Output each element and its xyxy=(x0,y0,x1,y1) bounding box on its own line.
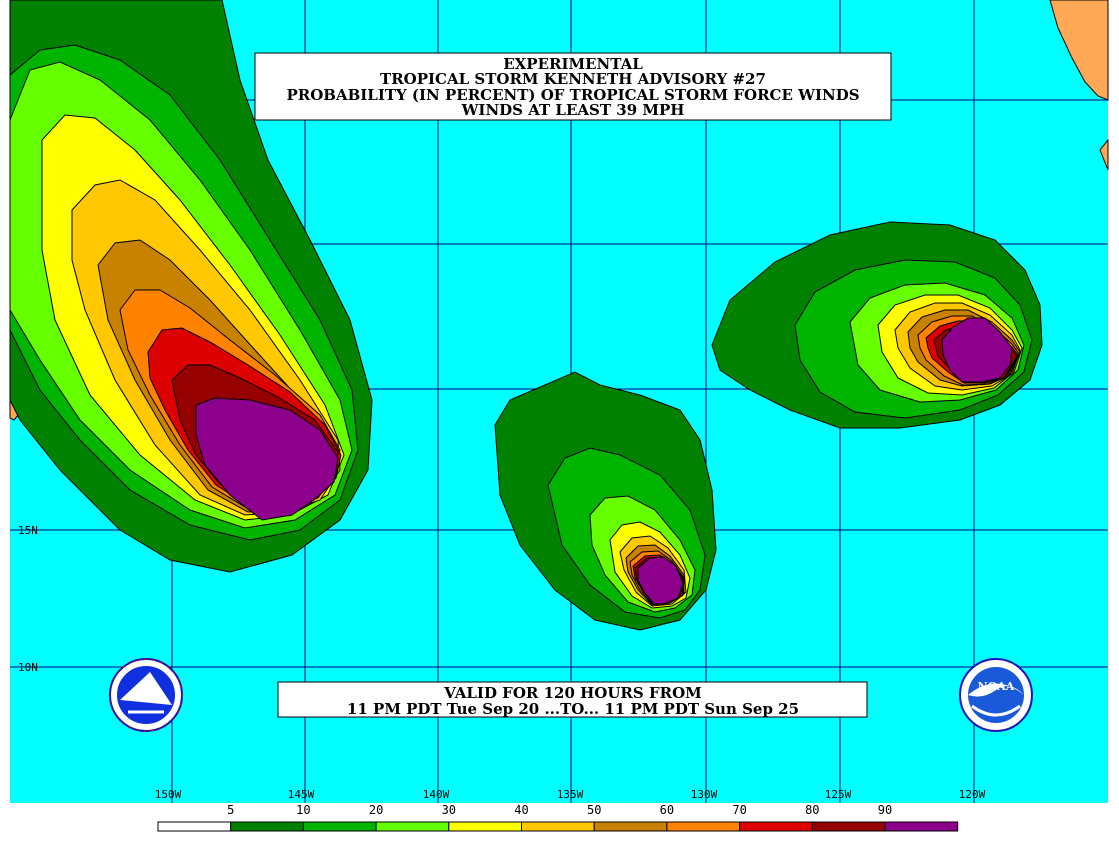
longitude-labels: 150W 145W 140W 135W 130W 125W 120W xyxy=(155,788,986,801)
title-box: EXPERIMENTAL TROPICAL STORM KENNETH ADVI… xyxy=(254,52,892,121)
svg-text:NOAA: NOAA xyxy=(978,680,1015,693)
valid-time-box: VALID FOR 120 HOURS FROM 11 PM PDT Tue S… xyxy=(277,681,868,718)
legend-label: 80 xyxy=(805,803,819,817)
valid-line-1: VALID FOR 120 HOURS FROM xyxy=(443,684,701,702)
lon-label-125w: 125W xyxy=(825,788,852,801)
lat-label-10n: 10N xyxy=(18,661,38,674)
lon-label-140w: 140W xyxy=(423,788,450,801)
legend-label: 70 xyxy=(732,803,746,817)
legend-swatch xyxy=(230,821,304,832)
lon-label-145w: 145W xyxy=(288,788,315,801)
legend-swatch xyxy=(448,821,522,832)
noaa-logo-icon: NOAA xyxy=(959,658,1033,732)
nws-seal-icon xyxy=(109,658,183,732)
legend-swatch xyxy=(666,821,741,832)
title-line-2: TROPICAL STORM KENNETH ADVISORY #27 xyxy=(380,70,766,88)
legend-label: 90 xyxy=(878,803,892,817)
legend-swatch xyxy=(157,821,232,832)
legend-swatch xyxy=(884,821,959,832)
legend-swatch xyxy=(521,821,595,832)
legend-swatch xyxy=(375,821,450,832)
legend-label: 60 xyxy=(660,803,674,817)
middle-swath xyxy=(494,371,717,631)
lon-label-150w: 150W xyxy=(155,788,182,801)
lon-label-135w: 135W xyxy=(557,788,584,801)
title-line-1: EXPERIMENTAL xyxy=(503,55,643,73)
latitude-labels: 15N 10N xyxy=(18,524,38,674)
kenneth-swath xyxy=(9,0,373,573)
land-baja-edge xyxy=(1099,138,1109,171)
legend-label: 30 xyxy=(442,803,456,817)
legend-swatch xyxy=(593,821,668,832)
legend-label: 40 xyxy=(514,803,528,817)
legend-label: 5 xyxy=(227,803,234,817)
legend-swatch xyxy=(811,821,886,832)
legend-label: 50 xyxy=(587,803,601,817)
valid-line-2: 11 PM PDT Tue Sep 20 ...TO... 11 PM PDT … xyxy=(347,700,799,718)
title-line-3: PROBABILITY (IN PERCENT) OF TROPICAL STO… xyxy=(286,86,859,104)
legend-label: 10 xyxy=(296,803,310,817)
color-legend: 5 10 20 30 40 50 60 70 80 90 xyxy=(157,803,959,832)
land-mexico xyxy=(1049,0,1109,101)
legend-swatch xyxy=(302,821,377,832)
lon-label-130w: 130W xyxy=(691,788,718,801)
title-line-4: WINDS AT LEAST 39 MPH xyxy=(461,101,685,119)
lat-label-15n: 15N xyxy=(18,524,38,537)
lon-label-120w: 120W xyxy=(959,788,986,801)
right-swath xyxy=(711,221,1043,429)
legend-swatch xyxy=(739,821,813,832)
legend-label: 20 xyxy=(369,803,383,817)
